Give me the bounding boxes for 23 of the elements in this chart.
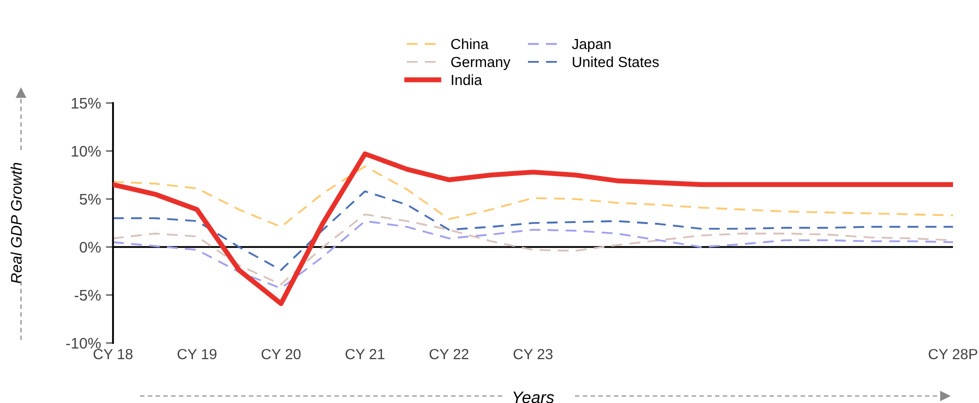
- y-tick-label: 15%: [72, 98, 101, 109]
- x-axis-title: Years: [513, 392, 554, 403]
- legend-label: United States: [572, 56, 659, 68]
- y-tick-label: -10%: [66, 338, 101, 349]
- y-tick-label: 10%: [72, 146, 101, 157]
- y-tick-label: 5%: [80, 194, 101, 205]
- legend-label: China: [451, 38, 489, 50]
- x-tick-label: CY 19: [178, 348, 216, 360]
- legend-label: Germany: [451, 56, 510, 70]
- x-tick-label: CY 18: [94, 348, 133, 360]
- legend-label: India: [452, 74, 482, 86]
- x-tick-label: CY 28P: [928, 348, 978, 360]
- y-axis-title: Real GDP Growth: [10, 162, 22, 284]
- y-tick-label: -5%: [74, 290, 101, 301]
- x-tick-label: CY 21: [346, 348, 384, 360]
- y-tick-label: 0%: [80, 242, 101, 253]
- x-tick-label: CY 23: [514, 348, 552, 360]
- line-series: [113, 190, 953, 271]
- legend-label: Japan: [572, 38, 610, 52]
- line-series: [113, 151, 953, 306]
- x-tick-label: CY 20: [262, 348, 301, 360]
- line-series: [113, 165, 953, 228]
- x-tick-label: CY 22: [430, 348, 468, 360]
